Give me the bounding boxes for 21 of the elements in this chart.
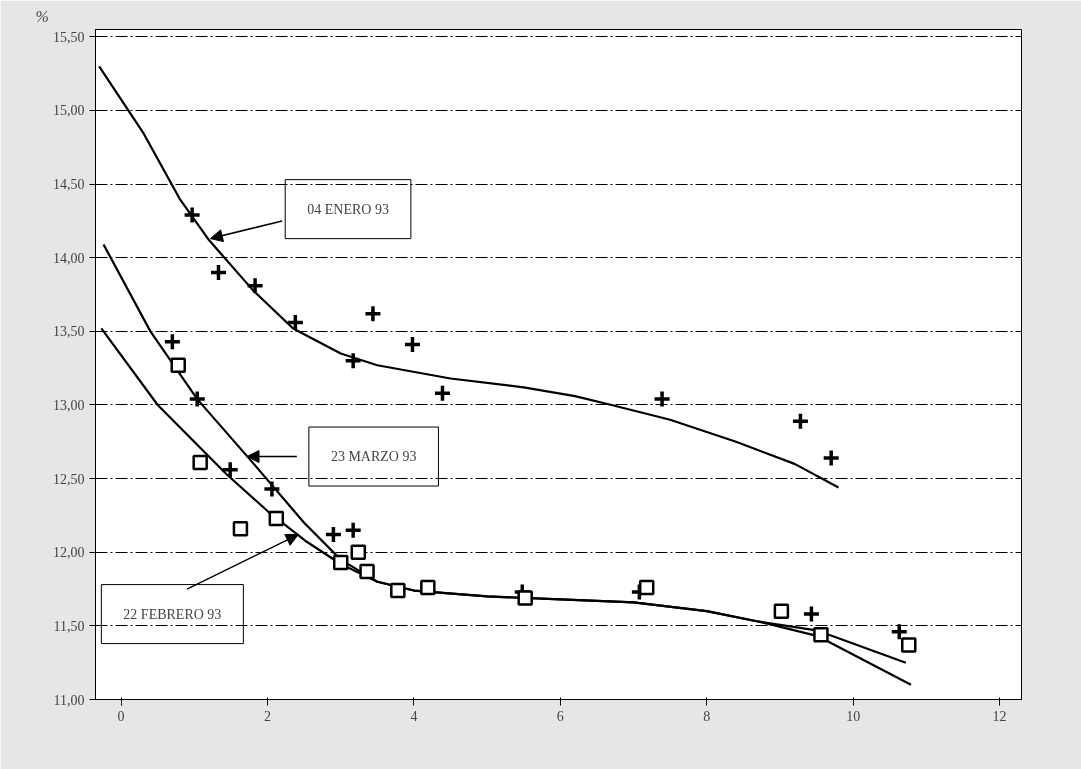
x-tick-label: 8	[703, 708, 711, 724]
y-tick-label: 12,50	[53, 471, 85, 487]
y-tick-label: 15,00	[53, 103, 85, 119]
x-tick-label: 2	[264, 708, 272, 724]
x-tick-label: 4	[410, 708, 418, 724]
x-tick-label: 0	[117, 708, 125, 724]
x-tick-label: 6	[556, 708, 564, 724]
annotation: 04 ENERO 93	[307, 201, 389, 217]
y-tick-label: 14,50	[53, 177, 85, 193]
y-tick-label: 11,00	[53, 692, 85, 708]
y-tick-label: 15,50	[53, 29, 85, 45]
y-axis-title: %	[35, 7, 49, 25]
annotation: 23 MARZO 93	[330, 449, 417, 465]
y-tick-label: 13,50	[53, 324, 85, 340]
y-tick-label: 14,00	[53, 250, 85, 266]
annotation: 22 FEBRERO 93	[123, 606, 222, 622]
x-tick-label: 12	[992, 708, 1007, 724]
y-tick-label: 11,50	[53, 618, 85, 634]
x-tick-label: 10	[846, 708, 861, 724]
y-tick-label: 12,00	[53, 545, 85, 561]
y-tick-label: 13,00	[53, 397, 85, 413]
